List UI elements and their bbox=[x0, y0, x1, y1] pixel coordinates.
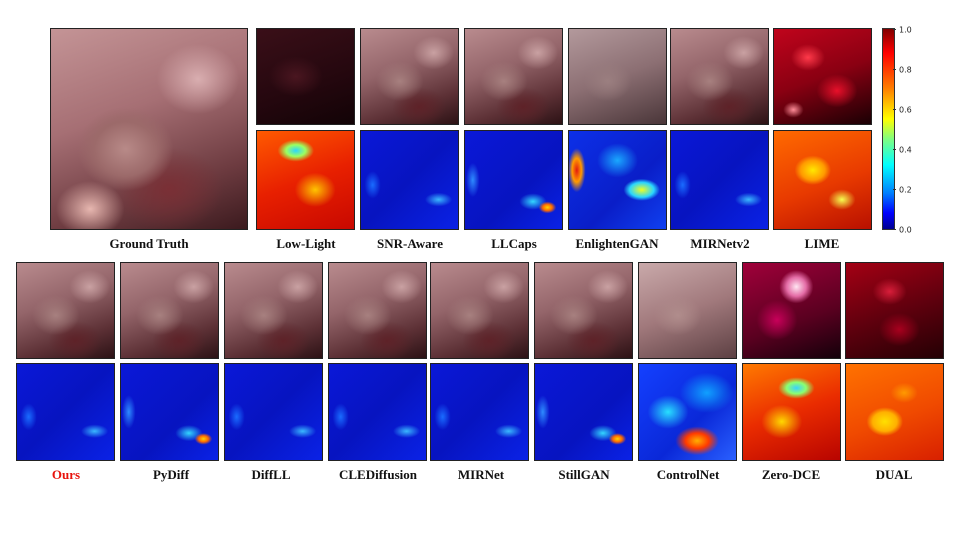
colorbar-tick: 1.0 bbox=[899, 25, 912, 35]
bottom-map-diffll bbox=[224, 363, 323, 461]
bottom-map-clediffusion bbox=[328, 363, 427, 461]
method-label: CLEDiffusion bbox=[338, 467, 418, 482]
bottom-image-ours bbox=[16, 262, 115, 359]
bottom-map-controlnet bbox=[638, 363, 737, 461]
colorbar-tick: 0.6 bbox=[899, 105, 912, 115]
top-image-low-light bbox=[256, 28, 355, 125]
colorbar bbox=[882, 28, 895, 230]
method-label: StillGAN bbox=[558, 467, 610, 482]
method-label: MIRNet bbox=[457, 467, 505, 482]
method-label: ControlNet bbox=[656, 467, 720, 482]
bottom-image-diffll bbox=[224, 262, 323, 359]
method-label-ours: Ours bbox=[51, 467, 81, 482]
method-label: LIME bbox=[804, 236, 840, 251]
top-map-low-light bbox=[256, 130, 355, 230]
bottom-image-clediffusion bbox=[328, 262, 427, 359]
top-image-snr-aware bbox=[360, 28, 459, 125]
top-image-enlightengan bbox=[568, 28, 667, 125]
ground-truth-label: Ground Truth bbox=[109, 236, 189, 251]
method-label: DUAL bbox=[875, 467, 913, 482]
colorbar-tick: 0.2 bbox=[899, 185, 912, 195]
method-label: DiffLL bbox=[251, 467, 291, 482]
top-map-llcaps bbox=[464, 130, 563, 230]
method-label: EnlightenGAN bbox=[575, 236, 659, 251]
top-map-lime bbox=[773, 130, 872, 230]
bottom-map-ours bbox=[16, 363, 115, 461]
bottom-image-zero-dce bbox=[742, 262, 841, 359]
ground-truth-image bbox=[50, 28, 248, 230]
bottom-map-zero-dce bbox=[742, 363, 841, 461]
method-label: PyDiff bbox=[152, 467, 190, 482]
top-image-lime bbox=[773, 28, 872, 125]
bottom-image-stillgan bbox=[534, 262, 633, 359]
bottom-map-stillgan bbox=[534, 363, 633, 461]
bottom-image-pydiff bbox=[120, 262, 219, 359]
top-map-mirnetv2 bbox=[670, 130, 769, 230]
method-label: SNR-Aware bbox=[377, 236, 443, 251]
top-map-enlightengan bbox=[568, 130, 667, 230]
method-label: MIRNetv2 bbox=[690, 236, 750, 251]
method-label: Zero-DCE bbox=[761, 467, 821, 482]
method-label: LLCaps bbox=[491, 236, 537, 251]
bottom-image-dual bbox=[845, 262, 944, 359]
colorbar-tick: 0.0 bbox=[899, 225, 912, 235]
colorbar-tick: 0.8 bbox=[899, 65, 912, 75]
top-map-snr-aware bbox=[360, 130, 459, 230]
top-image-mirnetv2 bbox=[670, 28, 769, 125]
bottom-map-pydiff bbox=[120, 363, 219, 461]
colorbar-tick: 0.4 bbox=[899, 145, 912, 155]
bottom-image-mirnet bbox=[430, 262, 529, 359]
bottom-map-dual bbox=[845, 363, 944, 461]
bottom-map-mirnet bbox=[430, 363, 529, 461]
bottom-image-controlnet bbox=[638, 262, 737, 359]
top-image-llcaps bbox=[464, 28, 563, 125]
method-label: Low-Light bbox=[276, 236, 336, 251]
